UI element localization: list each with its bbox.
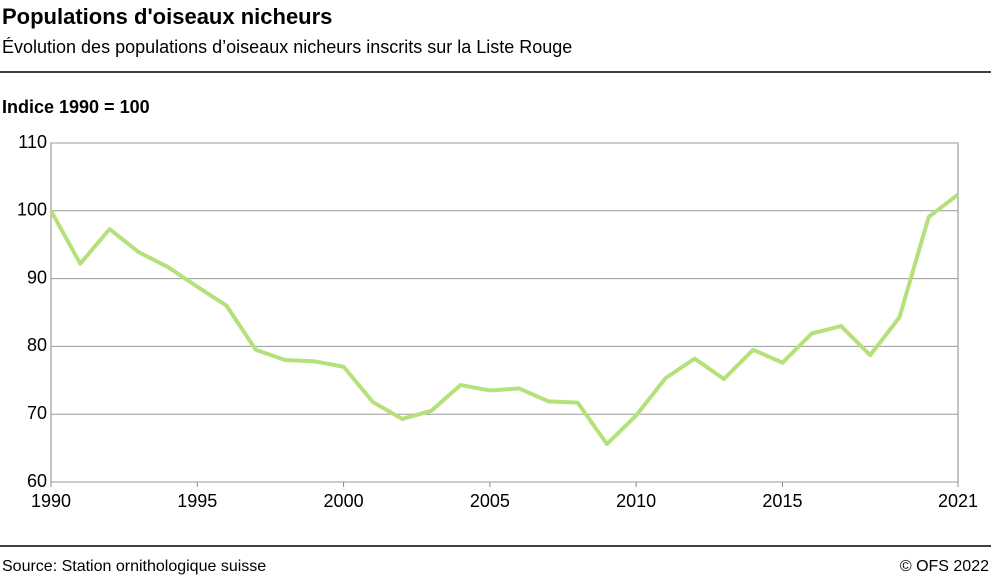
y-tick-label: 110 — [18, 132, 47, 152]
y-tick-label: 100 — [17, 200, 47, 220]
plot-area — [50, 142, 959, 483]
x-tick-label: 2000 — [324, 491, 364, 511]
chart-subtitle: Évolution des populations d’oiseaux nich… — [2, 37, 572, 57]
y-tick-label: 60 — [27, 471, 47, 491]
source: Source: Station ornithologique suisse — [2, 558, 266, 575]
y-tick-label: 70 — [27, 403, 47, 423]
y-tick-label: 80 — [27, 335, 47, 355]
x-tick-label: 2005 — [470, 491, 510, 511]
y-axis-label: Indice 1990 = 100 — [2, 97, 150, 117]
y-tick-label: 90 — [27, 267, 47, 287]
x-tick-label: 2010 — [616, 491, 656, 511]
x-tick-label: 1995 — [177, 491, 217, 511]
x-tick-label: 1990 — [31, 491, 71, 511]
x-tick-label: 2015 — [762, 491, 802, 511]
x-tick-label: 2021 — [938, 491, 978, 511]
chart-title: Populations d'oiseaux nicheurs — [2, 4, 332, 29]
copyright: © OFS 2022 — [900, 558, 989, 575]
data-line — [49, 192, 960, 447]
